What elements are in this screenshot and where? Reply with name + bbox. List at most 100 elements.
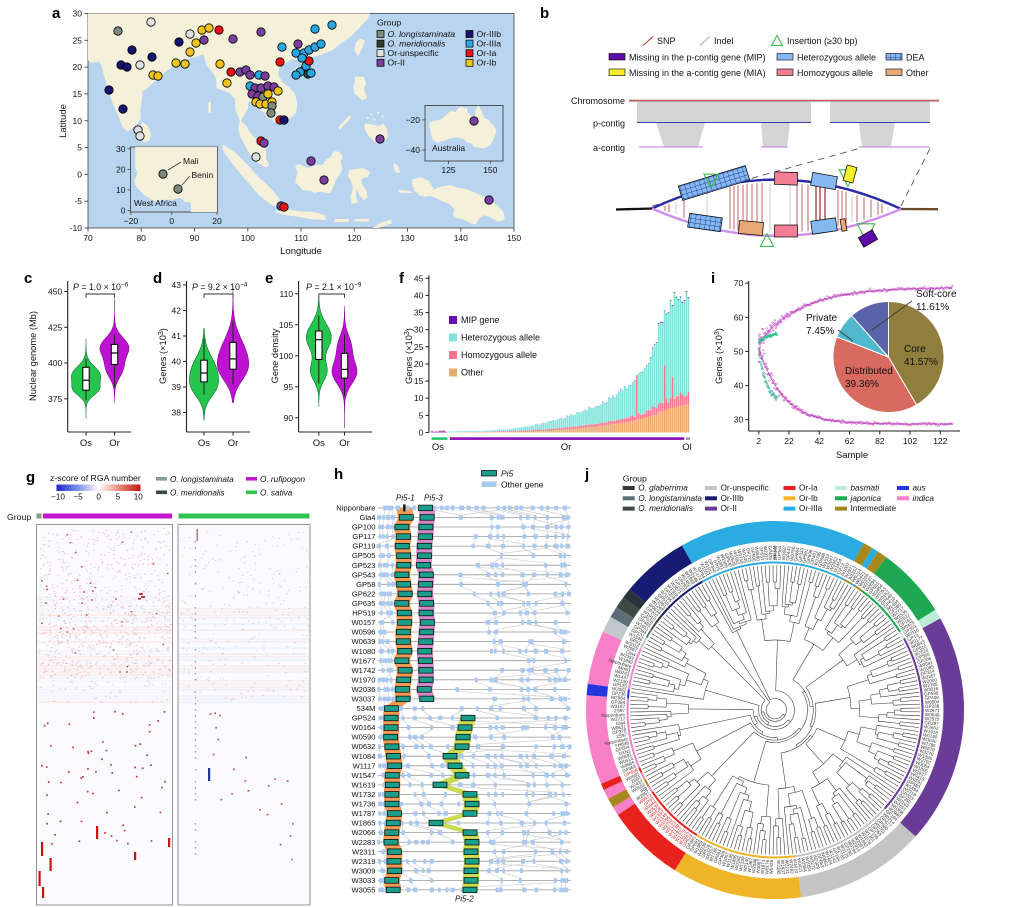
svg-text:W1474: W1474	[691, 566, 703, 581]
svg-text:GP698: GP698	[817, 552, 826, 568]
svg-text:150: 150	[483, 165, 497, 175]
svg-text:Gla4: Gla4	[625, 649, 636, 657]
svg-text:GP40: GP40	[643, 796, 656, 807]
svg-text:W2785: W2785	[813, 550, 822, 566]
svg-text:GP523: GP523	[352, 561, 376, 570]
svg-text:W1865: W1865	[351, 819, 375, 828]
svg-text:FH838: FH838	[615, 740, 630, 748]
svg-text:GP184: GP184	[831, 847, 841, 863]
svg-text:W3270: W3270	[919, 748, 935, 757]
svg-text:W1367: W1367	[747, 857, 754, 873]
svg-text:W0665: W0665	[620, 760, 636, 770]
svg-text:GP350: GP350	[707, 558, 718, 574]
svg-text:W2395: W2395	[776, 860, 781, 875]
svg-text:i: i	[711, 270, 715, 287]
svg-text:O. longistaminata: O. longistaminata	[170, 475, 234, 484]
svg-text:Australia: Australia	[432, 143, 465, 153]
svg-text:W2048: W2048	[751, 858, 758, 873]
svg-text:0: 0	[121, 205, 126, 215]
svg-text:GP691: GP691	[801, 548, 809, 563]
svg-text:W1677: W1677	[351, 656, 375, 665]
svg-text:W1404: W1404	[824, 850, 834, 866]
svg-text:W0649: W0649	[925, 712, 940, 718]
svg-text:W1918: W1918	[923, 728, 939, 735]
svg-text:GP583: GP583	[906, 778, 921, 789]
svg-text:Group: Group	[623, 474, 647, 484]
svg-text:W2662: W2662	[924, 724, 939, 731]
svg-text:W0410: W0410	[910, 771, 926, 782]
svg-text:22: 22	[784, 436, 794, 446]
svg-text:W1911: W1911	[635, 620, 650, 632]
svg-text:39: 39	[172, 382, 182, 392]
svg-text:Genes (×103): Genes (×103)	[158, 328, 168, 384]
svg-text:Homozygous allele: Homozygous allele	[797, 68, 873, 78]
svg-text:GP206: GP206	[917, 656, 933, 665]
svg-text:Heterozygous allele: Heterozygous allele	[461, 333, 540, 343]
svg-text:W0690: W0690	[754, 546, 761, 561]
svg-text:W0182: W0182	[734, 855, 742, 871]
svg-text:W1084: W1084	[351, 752, 375, 761]
svg-text:W1534: W1534	[821, 553, 831, 569]
svg-text:W1736: W1736	[708, 847, 718, 863]
svg-text:W3055: W3055	[351, 886, 375, 895]
svg-text:30: 30	[734, 415, 744, 425]
svg-text:W2629: W2629	[728, 551, 737, 567]
svg-text:W1339: W1339	[738, 856, 746, 872]
svg-text:Nipponbare: Nipponbare	[608, 657, 633, 669]
svg-text:W2937: W2937	[912, 767, 928, 778]
svg-text:GP384: GP384	[611, 699, 626, 705]
svg-text:450: 450	[48, 287, 62, 297]
svg-text:Or-Ib: Or-Ib	[477, 58, 497, 68]
svg-text:W0504: W0504	[925, 699, 940, 705]
svg-text:Nipponbare: Nipponbare	[336, 504, 375, 513]
svg-text:W0766: W0766	[789, 546, 796, 561]
svg-text:82: 82	[875, 436, 885, 446]
svg-text:Os: Os	[198, 438, 210, 449]
svg-text:a-contig: a-contig	[593, 143, 625, 153]
svg-text:40: 40	[734, 381, 744, 391]
svg-text:W3016: W3016	[923, 686, 938, 693]
svg-text:15: 15	[73, 89, 83, 99]
svg-text:West Africa: West Africa	[134, 198, 177, 208]
svg-text:W2036: W2036	[351, 685, 375, 694]
svg-text:W0140: W0140	[742, 857, 750, 873]
svg-text:W1080: W1080	[351, 647, 375, 656]
svg-text:W1552: W1552	[732, 550, 741, 566]
svg-text:140: 140	[454, 233, 468, 243]
svg-text:GP530: GP530	[724, 552, 733, 568]
svg-text:W0590: W0590	[351, 733, 375, 742]
svg-text:GP691: GP691	[689, 837, 701, 852]
svg-text:W2927: W2927	[763, 545, 769, 560]
svg-text:60: 60	[734, 312, 744, 322]
svg-text:−40: −40	[406, 145, 421, 155]
svg-text:W2130: W2130	[613, 677, 629, 685]
svg-text:W0632: W0632	[351, 742, 375, 751]
svg-text:W2000: W2000	[922, 677, 938, 685]
svg-text:30: 30	[414, 325, 424, 335]
svg-text:d: d	[153, 270, 162, 287]
svg-text:W1970: W1970	[351, 675, 375, 684]
svg-text:W2352: W2352	[619, 652, 635, 662]
svg-text:GP491: GP491	[773, 545, 778, 560]
svg-text:Or-Ia: Or-Ia	[799, 484, 818, 493]
svg-text:P = 9.2 × 10−4: P = 9.2 × 10−4	[192, 282, 248, 293]
svg-text:W0157: W0157	[704, 845, 715, 861]
svg-text:GP58: GP58	[356, 580, 375, 589]
svg-text:W0862: W0862	[820, 852, 829, 868]
svg-text:W0596: W0596	[351, 628, 375, 637]
svg-text:150: 150	[507, 233, 521, 243]
svg-text:W2914: W2914	[850, 837, 862, 852]
svg-text:35: 35	[414, 308, 424, 318]
svg-text:10: 10	[73, 116, 83, 126]
svg-text:W1742: W1742	[351, 666, 375, 675]
svg-text:0: 0	[169, 216, 174, 226]
svg-text:W1546: W1546	[741, 548, 749, 564]
svg-text:GP358: GP358	[623, 767, 639, 778]
svg-text:GP119: GP119	[352, 542, 375, 551]
svg-text:W1395: W1395	[917, 752, 933, 761]
svg-text:15: 15	[414, 376, 424, 386]
svg-text:W1705: W1705	[772, 545, 777, 560]
svg-text:Group: Group	[7, 512, 31, 522]
svg-text:W0552: W0552	[631, 782, 646, 794]
svg-text:indica: indica	[913, 494, 935, 503]
